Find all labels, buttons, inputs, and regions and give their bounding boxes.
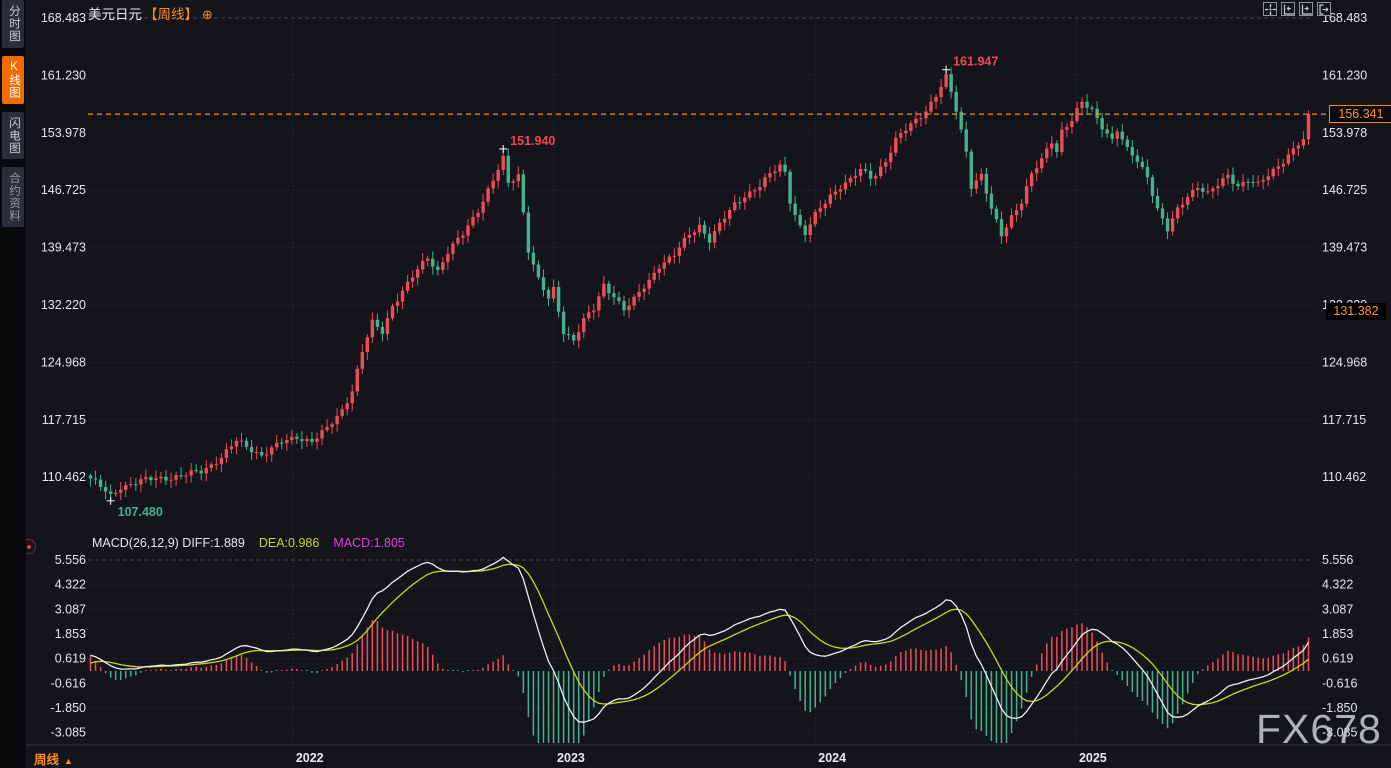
y-axis-label: 139.473 bbox=[1322, 241, 1367, 255]
macd-dea-label: DEA:0.986 bbox=[258, 536, 320, 550]
y-axis-label: 1.853 bbox=[55, 627, 86, 641]
y-axis-label: 168.483 bbox=[41, 11, 86, 25]
y-axis-label: 161.230 bbox=[41, 68, 86, 82]
y-axis-label: 161.230 bbox=[1322, 68, 1367, 82]
y-axis-label: 146.725 bbox=[41, 183, 86, 197]
add-indicator-icon[interactable]: ⊕ bbox=[202, 7, 213, 22]
y-axis-label: 1.853 bbox=[1322, 627, 1353, 641]
exit-right-button[interactable] bbox=[1317, 2, 1331, 16]
sidebar: 分时图 K线图 闪电图 合约资料 bbox=[0, 0, 26, 768]
price-annotation: 107.480 bbox=[118, 505, 163, 519]
price-annotations: 107.480 151.940 161.947 bbox=[106, 55, 998, 519]
y-axis-label: 153.978 bbox=[41, 126, 86, 140]
y-axis-label: 5.556 bbox=[55, 553, 86, 567]
sidebar-item-timeline-chart[interactable]: 分时图 bbox=[2, 0, 24, 48]
gridlines bbox=[26, 17, 1391, 746]
y-axis-label: 0.619 bbox=[55, 652, 86, 666]
y-axis-label: 0.619 bbox=[1322, 652, 1353, 666]
y-axis-labels: 168.483 168.483 161.230 161.230 153.978 153.9… bbox=[41, 11, 1367, 740]
symbol-name: 美元日元 bbox=[88, 7, 142, 22]
x-axis-year-label: 2024 bbox=[818, 751, 846, 765]
reference-price-badge: 131.382 bbox=[1326, 303, 1386, 321]
y-axis-label: -1.850 bbox=[51, 701, 86, 715]
interval-arrow-icon: ▲ bbox=[64, 756, 73, 766]
sidebar-item-flash-chart[interactable]: 闪电图 bbox=[2, 111, 24, 159]
crosshair-move-button[interactable] bbox=[1263, 2, 1277, 16]
y-axis-label: -1.850 bbox=[1322, 701, 1357, 715]
macd-dea-line bbox=[90, 563, 1309, 706]
sidebar-item-contract-info[interactable]: 合约资料 bbox=[2, 167, 24, 227]
y-axis-label: 110.462 bbox=[1322, 470, 1366, 484]
zoom-axis-right-icon bbox=[1301, 4, 1312, 15]
macd-value-label: MACD:1.805 bbox=[333, 536, 405, 550]
zoom-axis-left-button[interactable] bbox=[1281, 2, 1295, 16]
y-axis-label: 117.715 bbox=[1322, 413, 1366, 427]
interval-label: 周线 bbox=[34, 753, 60, 767]
interval-tag: 【周线】 bbox=[144, 7, 198, 22]
interval-selector[interactable]: 周线 ▲ bbox=[34, 749, 73, 768]
y-axis-label: 4.322 bbox=[1322, 578, 1353, 592]
sidebar-item-candle-chart[interactable]: K线图 bbox=[2, 55, 24, 104]
chart-title: 美元日元 【周线】 ⊕ bbox=[88, 3, 213, 23]
y-axis-label: 4.322 bbox=[55, 578, 86, 592]
macd-header: MACD(26,12,9) DIFF:1.889 DEA:0.986 MACD:… bbox=[92, 536, 405, 550]
x-axis-year-label: 2022 bbox=[296, 751, 324, 765]
y-axis-label: 124.968 bbox=[1322, 355, 1367, 369]
exit-right-icon bbox=[1318, 3, 1328, 15]
crosshair-move-icon bbox=[1264, 3, 1276, 15]
macd-histogram bbox=[89, 620, 1310, 743]
zoom-axis-left-icon bbox=[1283, 4, 1294, 15]
y-axis-label: 3.087 bbox=[1322, 602, 1353, 616]
y-axis-label: 146.725 bbox=[1322, 183, 1367, 197]
x-axis-year-labels: 2022 2023 2024 2025 bbox=[296, 751, 1107, 765]
y-axis-label: 168.483 bbox=[1322, 11, 1367, 25]
price-annotation: 161.947 bbox=[953, 55, 998, 69]
y-axis-label: 3.087 bbox=[55, 602, 86, 616]
y-axis-label: -0.616 bbox=[51, 676, 86, 690]
x-axis-year-label: 2025 bbox=[1079, 751, 1107, 765]
macd-params-label: MACD(26,12,9) DIFF:1.889 bbox=[92, 536, 245, 550]
last-price-badge: 156.341 bbox=[1329, 105, 1391, 124]
y-axis-label: -3.085 bbox=[1322, 726, 1357, 740]
x-axis-year-label: 2023 bbox=[557, 751, 585, 765]
price-annotation: 151.940 bbox=[510, 134, 555, 148]
y-axis-label: -3.085 bbox=[51, 726, 86, 740]
y-axis-label: 5.556 bbox=[1322, 553, 1353, 567]
y-axis-label: 153.978 bbox=[1322, 126, 1367, 140]
y-axis-label: 132.220 bbox=[41, 298, 86, 312]
y-axis-label: 124.968 bbox=[41, 355, 86, 369]
y-axis-label: -0.616 bbox=[1322, 676, 1357, 690]
y-axis-label: 117.715 bbox=[42, 413, 86, 427]
chart-toolbar bbox=[1263, 2, 1331, 16]
macd-diff-line bbox=[90, 556, 1310, 723]
y-axis-label: 110.462 bbox=[42, 470, 86, 484]
y-axis-label: 139.473 bbox=[41, 241, 86, 255]
candlestick-series bbox=[88, 67, 1311, 501]
zoom-axis-right-button[interactable] bbox=[1299, 2, 1313, 16]
